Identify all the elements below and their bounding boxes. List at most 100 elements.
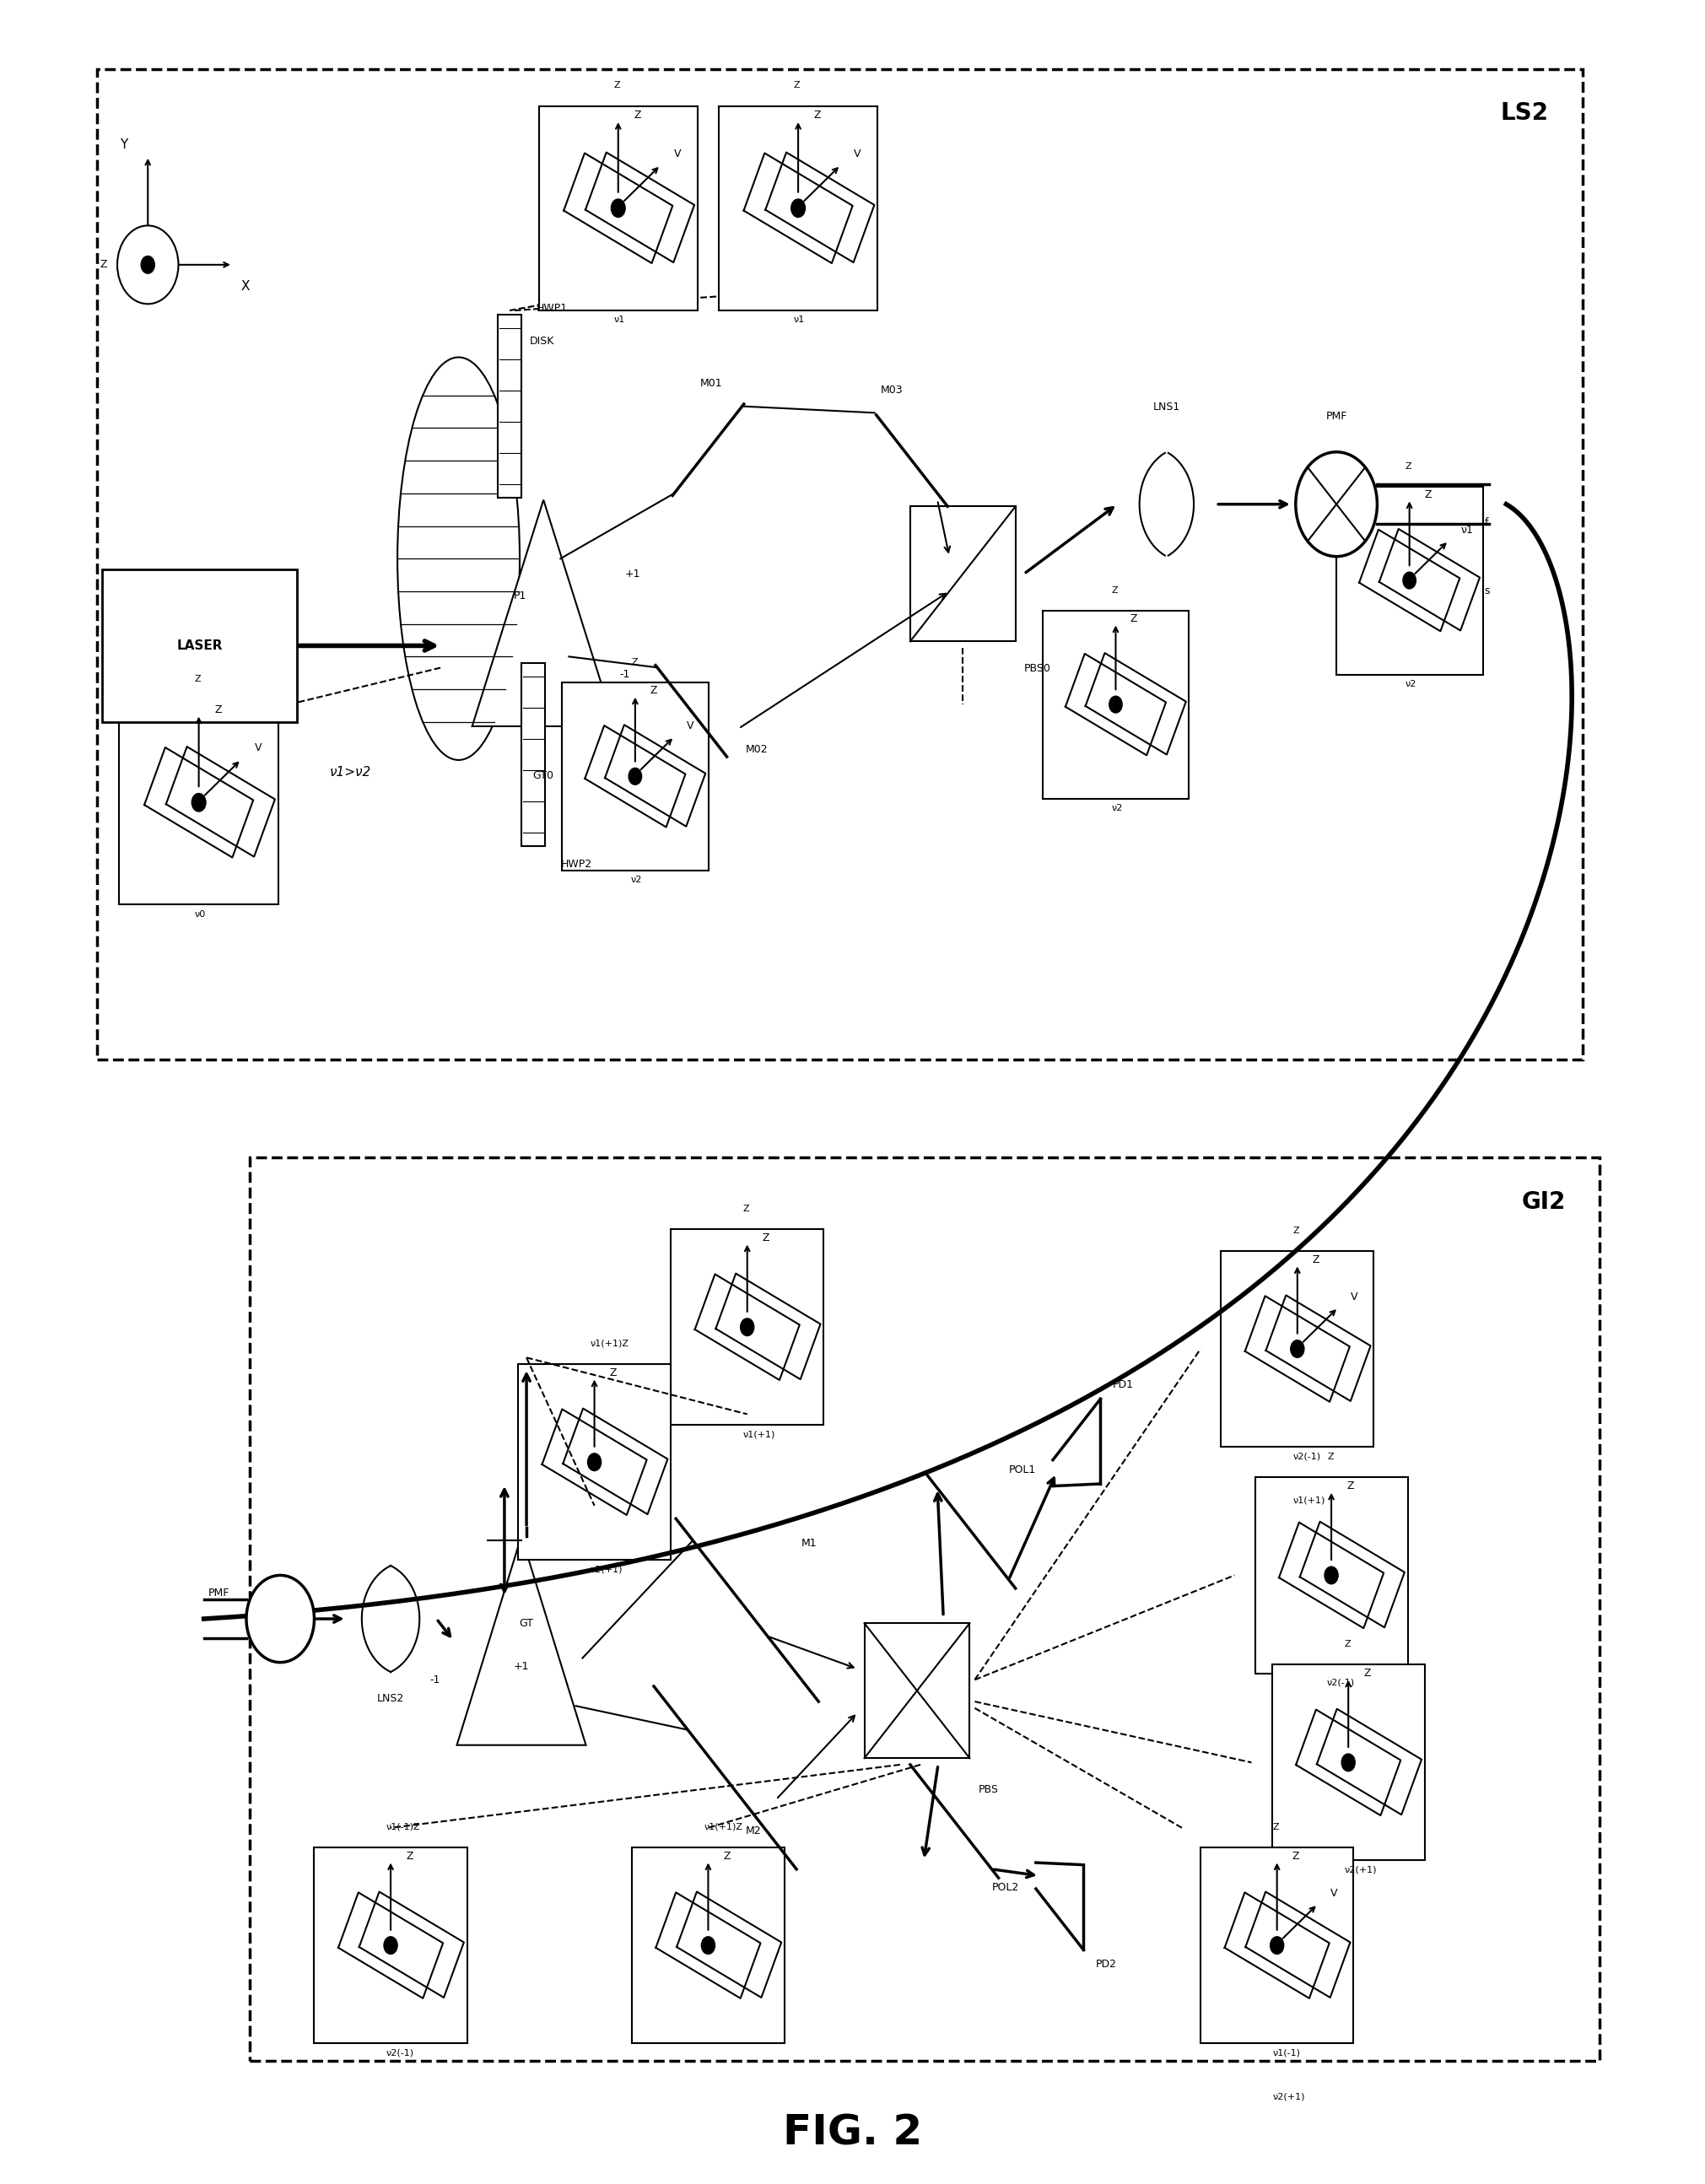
Ellipse shape bbox=[350, 1553, 431, 1686]
Text: V: V bbox=[1350, 1291, 1357, 1302]
Text: Z: Z bbox=[1424, 489, 1430, 500]
Text: ν2(-1): ν2(-1) bbox=[1326, 1679, 1355, 1686]
Bar bbox=[1255, 1476, 1408, 1673]
Circle shape bbox=[1325, 1566, 1338, 1583]
Circle shape bbox=[191, 793, 206, 812]
Text: PMF: PMF bbox=[208, 1588, 230, 1599]
Polygon shape bbox=[472, 500, 616, 727]
Text: POL1: POL1 bbox=[1009, 1463, 1037, 1474]
Bar bbox=[539, 107, 697, 310]
Text: GT0: GT0 bbox=[534, 769, 554, 780]
Text: GT: GT bbox=[520, 1618, 534, 1629]
Text: M02: M02 bbox=[745, 745, 767, 756]
Text: V: V bbox=[673, 149, 680, 159]
Text: ν2(+1): ν2(+1) bbox=[590, 1566, 622, 1575]
Text: M1: M1 bbox=[801, 1538, 817, 1548]
Text: ν1(+1)Z: ν1(+1)Z bbox=[590, 1339, 629, 1348]
Text: LNS2: LNS2 bbox=[377, 1693, 404, 1704]
Text: HWP1: HWP1 bbox=[537, 304, 568, 314]
Circle shape bbox=[791, 199, 805, 216]
Text: Z: Z bbox=[650, 686, 656, 697]
Text: POL2: POL2 bbox=[992, 1883, 1020, 1894]
Text: -1: -1 bbox=[430, 1675, 440, 1686]
Bar bbox=[1221, 1251, 1374, 1446]
Text: ν1: ν1 bbox=[1461, 524, 1473, 535]
Circle shape bbox=[1270, 1937, 1284, 1955]
Bar bbox=[518, 1365, 670, 1559]
Text: DISK: DISK bbox=[530, 336, 554, 347]
Circle shape bbox=[1296, 452, 1378, 557]
Text: PBS0: PBS0 bbox=[1025, 664, 1050, 675]
Ellipse shape bbox=[1122, 439, 1212, 570]
Text: ν2(-1): ν2(-1) bbox=[387, 2049, 414, 2057]
Text: ν1(+1): ν1(+1) bbox=[1292, 1496, 1325, 1505]
Bar bbox=[314, 1848, 467, 2044]
Text: M01: M01 bbox=[699, 378, 723, 389]
Text: f: f bbox=[1485, 518, 1488, 529]
Ellipse shape bbox=[397, 358, 520, 760]
Circle shape bbox=[142, 256, 155, 273]
Text: Z: Z bbox=[1313, 1254, 1320, 1265]
Circle shape bbox=[1342, 1754, 1355, 1771]
Circle shape bbox=[246, 1575, 314, 1662]
Text: Z: Z bbox=[1347, 1481, 1354, 1492]
Circle shape bbox=[740, 1319, 754, 1337]
Bar bbox=[119, 701, 278, 904]
Text: M03: M03 bbox=[880, 384, 902, 395]
Text: s: s bbox=[1485, 585, 1490, 596]
Text: Z: Z bbox=[1292, 1225, 1299, 1234]
Polygon shape bbox=[457, 1535, 587, 1745]
Text: Z: Z bbox=[762, 1232, 769, 1243]
Text: Z: Z bbox=[406, 1850, 413, 1861]
Text: ν1(+1): ν1(+1) bbox=[743, 1431, 776, 1439]
Circle shape bbox=[1291, 1341, 1304, 1358]
Text: +1: +1 bbox=[626, 568, 641, 579]
Text: ν0: ν0 bbox=[194, 911, 206, 919]
Text: ν2: ν2 bbox=[631, 876, 643, 885]
Text: ν2: ν2 bbox=[1405, 679, 1417, 688]
Text: Z: Z bbox=[1272, 1824, 1279, 1830]
Bar bbox=[633, 1848, 784, 2044]
Text: Z: Z bbox=[631, 657, 638, 666]
Text: Z: Z bbox=[634, 109, 641, 120]
Text: FIG. 2: FIG. 2 bbox=[783, 2112, 922, 2153]
Bar bbox=[864, 1623, 970, 1758]
Text: M2: M2 bbox=[745, 1826, 760, 1837]
Circle shape bbox=[1110, 697, 1122, 712]
Text: Z: Z bbox=[1292, 1850, 1299, 1861]
Text: Z: Z bbox=[1364, 1669, 1371, 1679]
Text: PMF: PMF bbox=[1326, 411, 1347, 422]
Bar bbox=[670, 1230, 824, 1426]
Text: ν1(-1): ν1(-1) bbox=[1272, 2049, 1301, 2057]
Text: Z: Z bbox=[1344, 1640, 1350, 1649]
Text: PD2: PD2 bbox=[1095, 1959, 1117, 1970]
Bar bbox=[498, 314, 522, 498]
Text: Z: Z bbox=[743, 1203, 750, 1212]
Bar bbox=[720, 107, 878, 310]
Bar bbox=[910, 507, 1016, 642]
Text: ν2(+1): ν2(+1) bbox=[1272, 2092, 1306, 2101]
Text: Z: Z bbox=[194, 675, 201, 684]
Text: V: V bbox=[687, 721, 694, 732]
Text: Z: Z bbox=[101, 260, 107, 271]
Text: X: X bbox=[240, 280, 251, 293]
Text: V: V bbox=[854, 149, 861, 159]
Text: Z: Z bbox=[215, 703, 222, 714]
Text: PD1: PD1 bbox=[1112, 1380, 1134, 1391]
Text: Z: Z bbox=[614, 81, 621, 90]
Bar bbox=[97, 70, 1582, 1059]
Text: ν1(-1)Z: ν1(-1)Z bbox=[387, 1824, 421, 1830]
Circle shape bbox=[118, 225, 179, 304]
Circle shape bbox=[629, 769, 641, 784]
Text: V: V bbox=[254, 743, 261, 753]
Bar bbox=[1200, 1848, 1354, 2044]
Text: LASER: LASER bbox=[177, 640, 223, 653]
Text: HWP2: HWP2 bbox=[561, 858, 592, 869]
Circle shape bbox=[384, 1937, 397, 1955]
Circle shape bbox=[588, 1452, 602, 1470]
Text: ν2(+1): ν2(+1) bbox=[1344, 1865, 1376, 1874]
Text: P1: P1 bbox=[513, 590, 527, 601]
Text: Z: Z bbox=[610, 1367, 617, 1378]
Text: LS2: LS2 bbox=[1500, 100, 1548, 124]
Text: Z: Z bbox=[813, 109, 822, 120]
